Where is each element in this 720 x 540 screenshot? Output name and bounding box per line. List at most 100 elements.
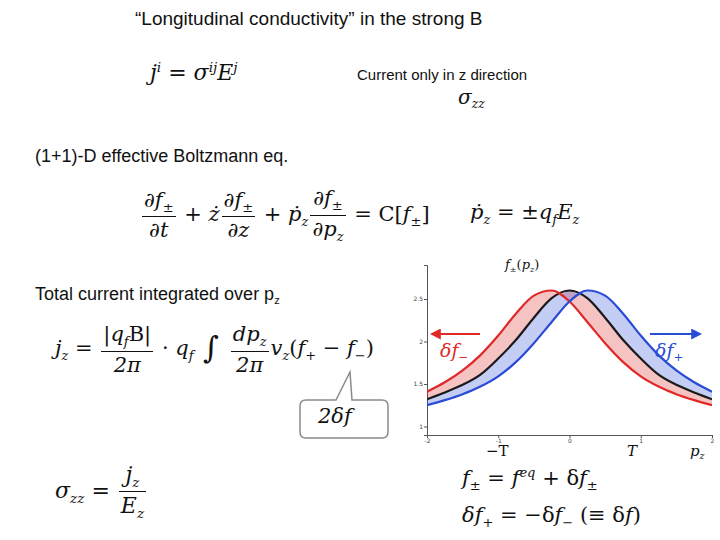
text: (≡ δ	[573, 503, 625, 527]
text: z	[282, 347, 289, 362]
equation: jz = |qfB|2π · qf ∫ dpz2πvz(f+ − f−)	[55, 322, 374, 377]
equation: δf+ = −δf− (≡ δf)	[462, 503, 641, 531]
text: Total current integrated over p	[35, 284, 274, 304]
text: f	[579, 466, 587, 490]
text: z	[132, 474, 139, 490]
text: p	[522, 257, 530, 272]
text: )	[534, 257, 539, 272]
text: z	[137, 505, 144, 521]
text: p	[323, 217, 336, 241]
text: E	[557, 200, 572, 224]
symbol: pz	[522, 257, 535, 272]
text: z	[260, 334, 267, 349]
text: +	[482, 515, 493, 530]
tick: -2	[425, 435, 431, 444]
symbol: f±	[155, 188, 174, 212]
denominator: Ez	[119, 492, 146, 521]
equation: ∂f±∂t + ż∂f±∂z + ṗz∂f±∂pz = C[f±]	[140, 186, 430, 244]
tick-label: 2.5	[413, 295, 423, 302]
text: δ	[440, 339, 451, 361]
text: δ	[655, 339, 666, 361]
text: +	[674, 350, 684, 364]
text: ]	[421, 202, 429, 226]
shaded-difference	[427, 291, 712, 406]
symbol: z	[274, 284, 280, 304]
text: 2δf	[318, 404, 352, 428]
text: zz	[472, 96, 485, 111]
symbol: f−	[555, 503, 574, 527]
denominator: 2π	[101, 352, 153, 377]
x-label: pz	[690, 443, 705, 462]
text: ·	[155, 336, 175, 360]
text: ij	[209, 59, 218, 75]
text: v	[271, 336, 283, 360]
fraction: ∂f±∂z	[222, 188, 256, 243]
text: =	[481, 466, 512, 490]
symbol: ji	[150, 60, 161, 85]
text: + δ	[535, 466, 579, 490]
text: 2π	[114, 353, 141, 377]
symbol: ṗz	[470, 200, 490, 224]
text: T	[627, 442, 637, 460]
text: |	[103, 322, 110, 346]
symbol: pz	[690, 442, 705, 460]
text: ±	[470, 478, 481, 493]
text: C[	[379, 202, 403, 226]
text: eq	[519, 465, 535, 480]
text: q	[175, 336, 188, 360]
text: f	[666, 339, 673, 361]
equation: ji = σijEj	[150, 60, 238, 85]
text: f	[512, 466, 520, 490]
text: t	[160, 218, 168, 242]
symbol: jz	[55, 336, 68, 360]
annotation: δf+	[655, 340, 683, 365]
tick-label: 0	[568, 437, 572, 444]
symbol: qf	[539, 200, 557, 224]
symbol: f±	[579, 466, 598, 490]
heading: (1+1)-D effective Boltzmann eq.	[35, 146, 288, 167]
text: +	[178, 202, 209, 226]
symbol: pz	[246, 322, 266, 346]
tick-label: -2	[425, 437, 431, 444]
numerator: dpz	[231, 322, 269, 352]
text: 2π	[236, 353, 263, 377]
text: = −δ	[493, 503, 554, 527]
text: i	[157, 59, 161, 75]
text: f	[625, 503, 633, 527]
heading: Total current integrated over pz	[35, 284, 280, 307]
note: Current only in z direction	[357, 66, 527, 83]
text: p	[690, 442, 700, 460]
equation: ṗz = ±qfEz	[470, 200, 579, 228]
text: f	[475, 503, 483, 527]
text: f	[324, 186, 332, 210]
symbol: vz	[271, 336, 290, 360]
text: j	[150, 60, 157, 85]
equation: σzz	[458, 86, 485, 112]
text: z	[302, 213, 309, 228]
symbol: f±	[462, 466, 481, 490]
text: ∂	[313, 186, 324, 210]
text: zz	[70, 490, 84, 506]
tick-mark	[424, 299, 427, 300]
text: p	[246, 322, 259, 346]
annotation: −T	[486, 443, 509, 460]
tick-mark	[424, 427, 427, 428]
symbol: f+	[666, 339, 683, 361]
denominator: 2π	[231, 352, 269, 377]
text: f	[189, 347, 194, 362]
tick-label: 2	[419, 338, 423, 345]
text: ±	[332, 198, 343, 213]
text: (	[289, 336, 297, 360]
text: q	[110, 322, 123, 346]
symbol: f±	[234, 188, 253, 212]
title: “Longitudinal conductivity” in the stron…	[135, 8, 482, 30]
denominator: ∂t	[142, 217, 176, 242]
annotation: δf−	[440, 340, 468, 365]
text: z	[62, 347, 69, 362]
symbol: f+	[297, 336, 316, 360]
tick-label: 1	[419, 423, 423, 430]
numerator: jz	[119, 462, 146, 492]
fraction: |qfB|2π	[101, 322, 153, 377]
symbol: qf	[110, 322, 128, 346]
text: q	[539, 200, 552, 224]
